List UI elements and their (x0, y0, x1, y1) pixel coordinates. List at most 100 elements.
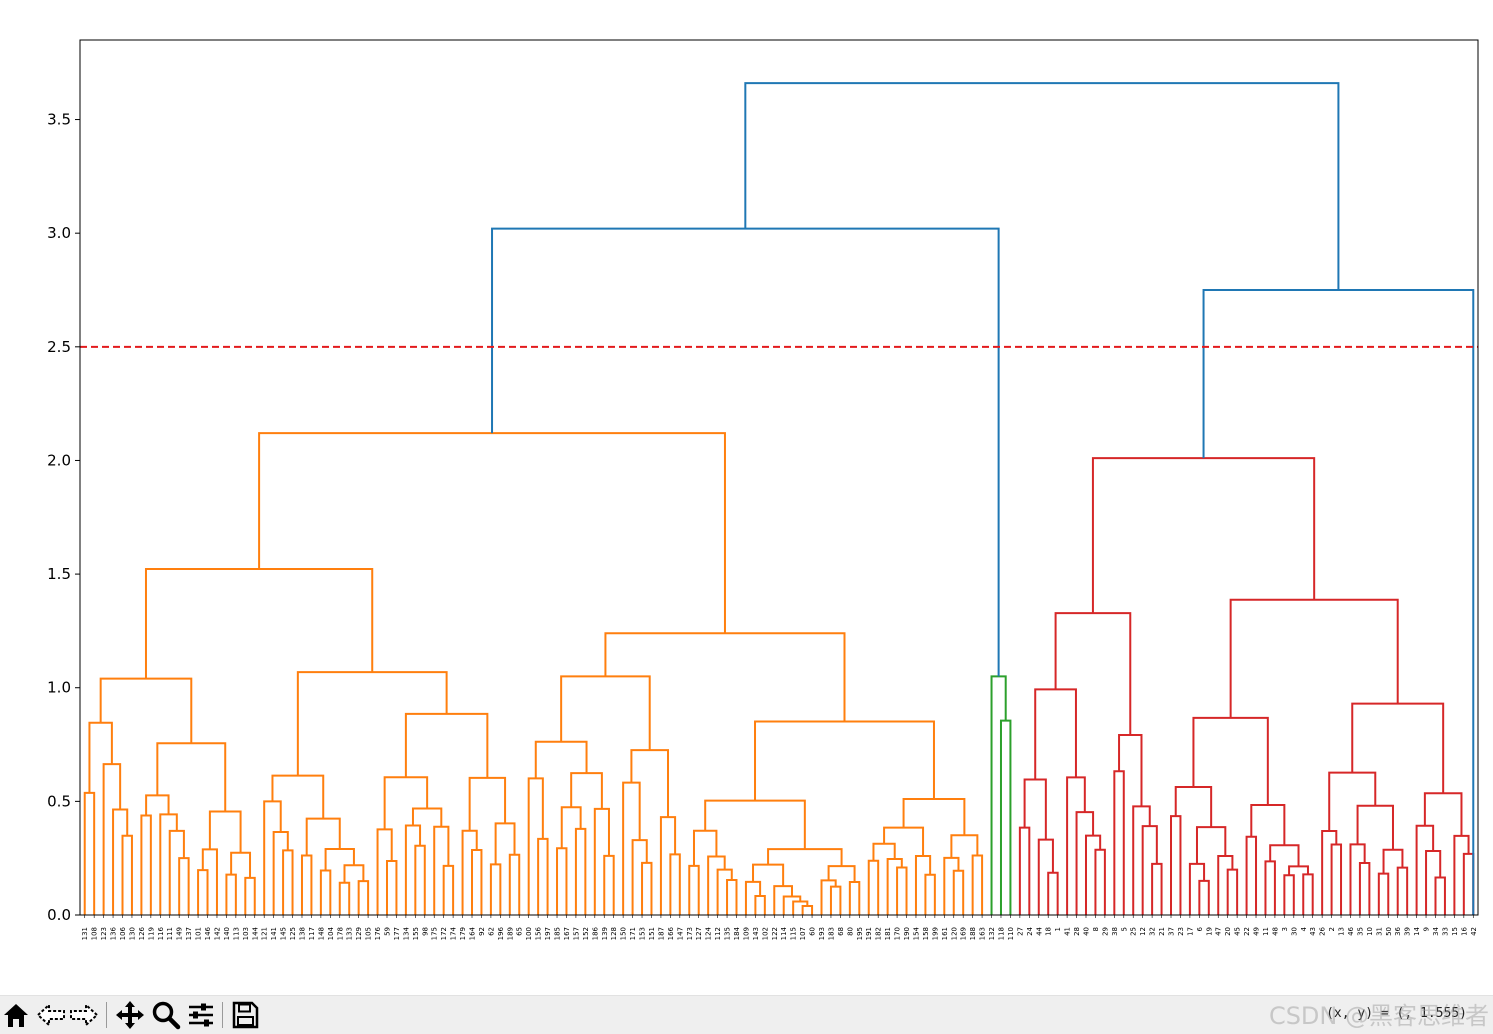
dendrogram-link (1066, 776, 1086, 915)
pan-icon[interactable] (114, 999, 146, 1031)
dendrogram-link (990, 675, 1007, 915)
zoom-icon[interactable] (150, 999, 182, 1031)
y-tick-label: 1.5 (47, 565, 71, 583)
dendrogram-link (83, 791, 96, 915)
dendrogram-link (258, 432, 726, 634)
forward-icon[interactable] (68, 999, 100, 1031)
dendrogram-link (688, 864, 700, 915)
dendrogram-link (1226, 868, 1239, 915)
leaf-label: 103 (242, 927, 250, 940)
leaf-label: 21 (1158, 927, 1166, 936)
save-icon[interactable] (229, 999, 261, 1031)
dendrogram-link (1434, 876, 1446, 915)
dendrogram-link (848, 880, 861, 915)
leaf-label: 135 (724, 927, 732, 940)
leaf-label: 35 (1356, 927, 1364, 936)
leaf-label: 124 (705, 926, 713, 940)
dendrogram-figure: 0.00.51.01.52.02.53.03.5 131 108 123 136 106… (47, 39, 1479, 940)
leaf-label: 195 (856, 927, 864, 940)
back-icon[interactable] (35, 999, 67, 1031)
dendrogram-link (442, 864, 455, 915)
dendrogram-link (201, 848, 218, 915)
toolbar-separator (106, 1002, 107, 1028)
leaf-label: 137 (185, 927, 193, 940)
dendrogram-link (1423, 792, 1463, 836)
dendrogram-link (1415, 824, 1435, 915)
leaf-label: 154 (912, 926, 920, 940)
dendrogram-link (1356, 804, 1394, 850)
dendrogram-link (1132, 805, 1151, 915)
dendrogram-link (112, 808, 129, 915)
dendrogram-link (754, 720, 935, 801)
y-tick-label: 3.5 (47, 111, 71, 129)
x-axis-leaf-labels: 131 108 123 136 106 130 126 119 116 111 149 137 101 1… (81, 915, 1478, 940)
watermark: CSDN @黑客思维者 (1268, 1002, 1489, 1030)
leaf-label: 31 (1375, 927, 1383, 936)
dendrogram-link (574, 827, 587, 915)
dendrogram-link (1034, 688, 1077, 780)
leaf-label: 129 (355, 927, 363, 940)
dendrogram-link (319, 869, 332, 915)
dendrogram-links (83, 82, 1475, 915)
y-tick-label: 2.5 (47, 338, 71, 356)
dendrogram-link (159, 813, 178, 915)
leaf-label: 148 (317, 927, 325, 940)
leaf-label: 140 (223, 927, 231, 940)
dendrogram-link (385, 859, 398, 915)
leaf-label: 27 (1016, 927, 1024, 936)
dendrogram-link (1351, 702, 1445, 794)
dendrogram-link (752, 863, 785, 887)
dendrogram-link (433, 825, 450, 915)
dendrogram-link (744, 82, 1340, 290)
leaf-label: 186 (591, 926, 599, 940)
dendrogram-link (537, 837, 549, 915)
dendrogram-link (754, 894, 766, 915)
leaf-label: 29 (1101, 927, 1109, 936)
dendrogram-link (468, 776, 507, 831)
leaf-label: 133 (346, 927, 354, 940)
y-tick-label: 3.0 (47, 224, 71, 242)
leaf-label: 151 (648, 927, 656, 940)
dendrogram-link (1396, 866, 1409, 915)
leaf-label: 152 (582, 927, 590, 940)
leaf-label: 109 (742, 927, 750, 940)
dendrogram-link (924, 873, 936, 915)
leaf-label: 28 (1073, 927, 1081, 936)
leaf-label: 112 (714, 927, 722, 940)
dendrogram-link (1377, 872, 1390, 915)
leaf-label: 181 (884, 927, 892, 940)
leaf-label: 11 (1262, 927, 1270, 936)
dendrogram-link (1118, 734, 1143, 807)
leaf-label: 175 (431, 927, 439, 940)
dendrogram-link (102, 763, 122, 915)
dendrogram-link (1113, 770, 1125, 915)
dendrogram-link (950, 834, 979, 858)
leaf-label: 113 (232, 927, 240, 940)
leaf-label: 13 (1338, 927, 1346, 936)
home-icon[interactable] (0, 999, 32, 1031)
subplots-icon[interactable] (185, 999, 217, 1031)
dendrogram-link (1037, 838, 1054, 915)
leaf-label: 60 (809, 927, 817, 936)
dendrogram-link (1188, 862, 1206, 915)
leaf-label: 196 (497, 926, 505, 940)
y-tick-label: 0.5 (47, 792, 71, 810)
leaf-label: 92 (478, 927, 486, 936)
axes-frame (79, 39, 1479, 916)
dendrogram-link (208, 810, 242, 853)
leaf-label: 191 (865, 927, 873, 940)
leaf-label: 189 (506, 927, 514, 940)
dendrogram-link (1091, 457, 1316, 614)
leaf-label: 188 (969, 927, 977, 940)
leaf-label: 157 (572, 927, 580, 940)
leaf-label: 136 (110, 926, 118, 940)
leaf-label: 126 (138, 926, 146, 940)
dendrogram-link (404, 712, 489, 778)
dendrogram-link (792, 900, 809, 915)
dendrogram-link (324, 847, 355, 871)
dendrogram-link (88, 721, 113, 793)
dendrogram-link (560, 675, 651, 751)
dendrogram-link (622, 781, 641, 915)
leaf-label: 128 (610, 927, 618, 940)
dendrogram-link (1245, 835, 1258, 915)
